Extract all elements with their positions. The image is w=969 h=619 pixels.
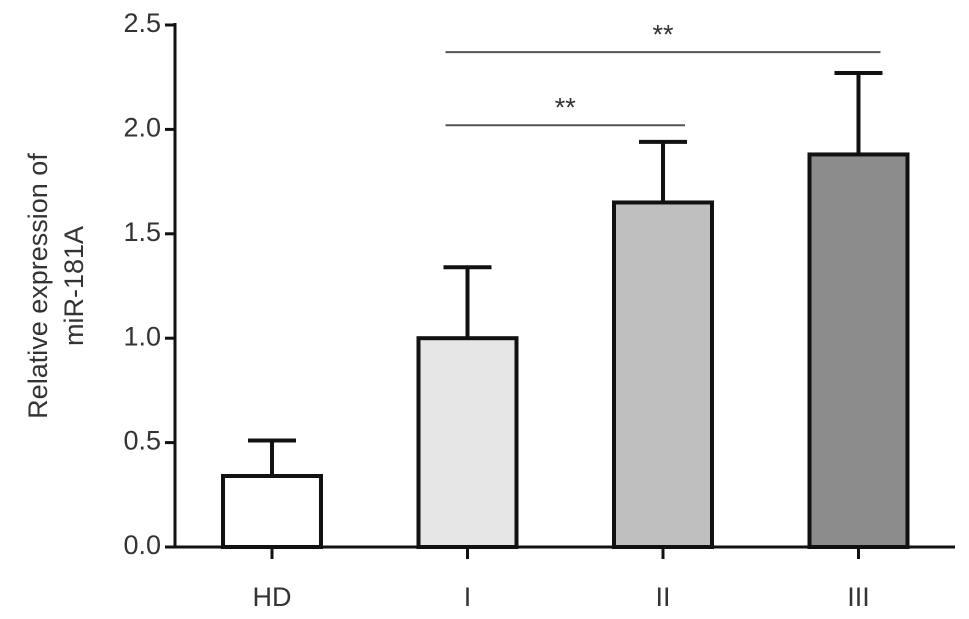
y-axis-label: miR-181A: [59, 226, 89, 346]
x-tick-label: I: [464, 582, 472, 612]
significance-label: **: [652, 19, 674, 49]
bar: [612, 200, 714, 549]
y-tick-label: 2.0: [123, 113, 161, 143]
y-tick-label: 1.5: [123, 217, 161, 247]
significance-label: **: [555, 92, 577, 122]
y-axis-label: Relative expression of: [23, 153, 53, 419]
x-tick-label: HD: [253, 582, 292, 612]
y-tick-label: 2.5: [123, 8, 161, 38]
y-tick-label: 0.5: [123, 426, 161, 456]
y-tick-label: 0.0: [123, 530, 161, 560]
x-tick-label: III: [847, 582, 870, 612]
y-tick-label: 1.0: [123, 321, 161, 351]
bar: [221, 474, 323, 549]
bar: [416, 336, 519, 550]
x-tick-label: II: [655, 582, 670, 612]
bar: [807, 152, 910, 549]
